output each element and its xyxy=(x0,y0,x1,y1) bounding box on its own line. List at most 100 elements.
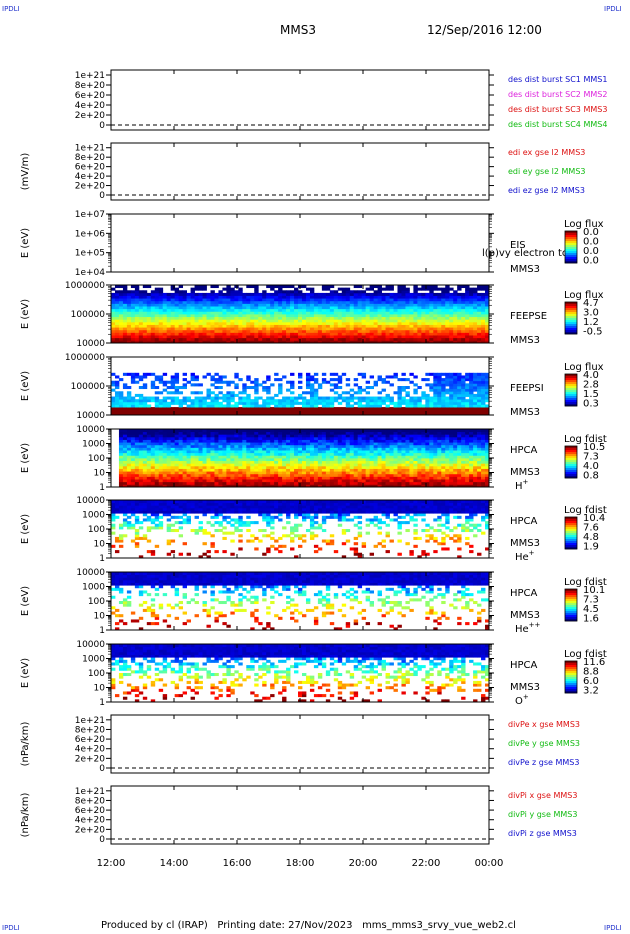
heatmap-cell xyxy=(154,458,160,462)
heatmap-cell xyxy=(429,409,434,413)
heatmap-cell xyxy=(453,295,458,299)
heatmap-cell xyxy=(226,404,231,408)
heatmap-cell xyxy=(146,484,152,488)
heatmap-cell xyxy=(262,452,267,456)
colorbar-swatch xyxy=(565,241,577,244)
heatmap-cell xyxy=(298,292,303,296)
heatmap-cell xyxy=(481,287,486,291)
heatmap-cell xyxy=(477,314,482,318)
heatmap-cell xyxy=(122,308,128,312)
heatmap-cell xyxy=(282,311,287,315)
heatmap-cell xyxy=(294,476,299,480)
heatmap-cell xyxy=(369,481,375,485)
heatmap-cell xyxy=(230,434,235,438)
heatmap-cell xyxy=(134,295,140,299)
heatmap-cell xyxy=(389,460,394,464)
heatmap-cell xyxy=(162,439,168,443)
heatmap-cell xyxy=(202,455,207,459)
heatmap-cell xyxy=(373,481,378,485)
heatmap-cell xyxy=(393,431,398,435)
heatmap-cell xyxy=(349,436,355,440)
heatmap-cell xyxy=(313,444,319,448)
heatmap-cell xyxy=(170,439,176,443)
heatmap-cell xyxy=(186,439,191,443)
heatmap-cell xyxy=(377,409,382,413)
heatmap-cell xyxy=(266,439,271,443)
heatmap-cell xyxy=(481,340,486,344)
heatmap-cell xyxy=(397,321,402,325)
heatmap-cell xyxy=(246,378,251,382)
heatmap-cell xyxy=(329,298,335,302)
heatmap-cell xyxy=(278,340,283,344)
heatmap-cell xyxy=(305,337,311,341)
heatmap-cell xyxy=(238,465,243,469)
heatmap-cell xyxy=(154,463,160,467)
heatmap-cell xyxy=(401,460,406,464)
heatmap-cell xyxy=(226,455,231,459)
heatmap-cell xyxy=(222,332,227,336)
heatmap-cell xyxy=(290,337,295,341)
heatmap-cell xyxy=(234,303,239,307)
heatmap-cell xyxy=(218,292,223,296)
heatmap-cell xyxy=(349,399,355,403)
heatmap-cell xyxy=(278,324,283,328)
heatmap-cell xyxy=(345,311,351,315)
y-tick-label: 10000 xyxy=(76,411,105,421)
heatmap-cell xyxy=(286,442,291,446)
heatmap-cell xyxy=(198,396,203,400)
heatmap-cell xyxy=(142,383,148,387)
heatmap-cell xyxy=(294,319,299,323)
heatmap-cell xyxy=(122,463,128,467)
heatmap-cell xyxy=(138,465,144,469)
heatmap-cell xyxy=(162,442,168,446)
heatmap-cell xyxy=(230,458,235,462)
heatmap-cell xyxy=(186,340,191,344)
heatmap-cell xyxy=(393,463,398,467)
heatmap-cell xyxy=(401,447,406,451)
heatmap-cell xyxy=(405,476,410,480)
heatmap-cell xyxy=(202,327,207,331)
heatmap-cell xyxy=(170,458,176,462)
heatmap-cell xyxy=(377,295,382,299)
heatmap-cell xyxy=(270,471,275,475)
heatmap-cell xyxy=(130,465,136,469)
heatmap-cell xyxy=(118,401,124,405)
heatmap-cell xyxy=(242,484,247,488)
heatmap-cell xyxy=(282,458,287,462)
heatmap-cell xyxy=(114,324,120,328)
heatmap-cell xyxy=(441,287,446,291)
heatmap-cell xyxy=(218,335,223,339)
heatmap-cell xyxy=(337,287,343,291)
heatmap-cell xyxy=(246,481,251,485)
heatmap-cell xyxy=(210,311,215,315)
heatmap-cell xyxy=(254,442,259,446)
heatmap-cell xyxy=(361,452,367,456)
heatmap-cell xyxy=(226,452,231,456)
heatmap-cell xyxy=(206,316,211,320)
heatmap-cell xyxy=(158,378,164,382)
heatmap-cell xyxy=(437,311,442,315)
heatmap-cell xyxy=(250,479,255,483)
heatmap-cell xyxy=(194,458,199,462)
heatmap-cell xyxy=(401,396,406,400)
heatmap-cell xyxy=(453,340,458,344)
heatmap-cell xyxy=(401,442,406,446)
heatmap-cell xyxy=(114,391,120,395)
heatmap-cell xyxy=(389,439,394,443)
heatmap-cell xyxy=(305,458,311,462)
heatmap-cell xyxy=(373,335,378,339)
heatmap-cell xyxy=(345,401,351,405)
heatmap-cell xyxy=(138,476,144,480)
heatmap-cell xyxy=(429,412,434,416)
heatmap-cell xyxy=(158,316,164,320)
heatmap-cell xyxy=(349,300,355,304)
heatmap-cell xyxy=(298,460,303,464)
y-axis-label: E (eV) xyxy=(20,371,31,401)
heatmap-cell xyxy=(134,380,140,384)
heatmap-cell xyxy=(294,327,299,331)
heatmap-cell xyxy=(242,450,247,454)
heatmap-cell xyxy=(162,458,168,462)
heatmap-cell xyxy=(150,436,156,440)
heatmap-cell xyxy=(134,450,140,454)
heatmap-cell xyxy=(134,444,140,448)
